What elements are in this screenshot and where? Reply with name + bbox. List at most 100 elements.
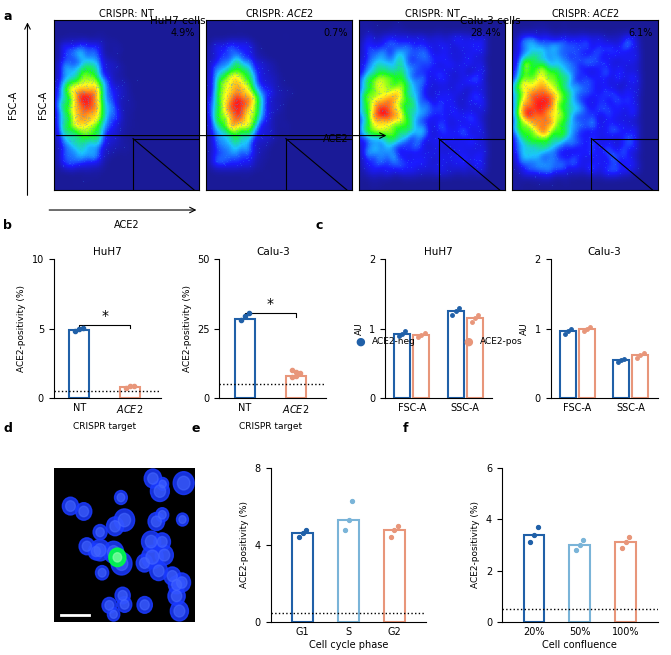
Point	[573, 88, 584, 98]
Point	[91, 128, 101, 139]
Point	[58, 130, 68, 140]
Point	[77, 114, 88, 124]
Point	[227, 112, 238, 122]
Point	[518, 150, 529, 160]
Point	[458, 88, 469, 98]
Point	[65, 113, 76, 123]
Point	[240, 98, 251, 109]
Point	[231, 98, 242, 109]
Point	[65, 109, 76, 119]
Point	[540, 120, 551, 130]
Point	[512, 84, 523, 94]
Point	[543, 69, 554, 79]
Point	[221, 118, 232, 128]
Point	[568, 62, 579, 72]
Point	[239, 84, 250, 94]
Point	[76, 90, 87, 101]
Point	[554, 120, 565, 130]
Point	[68, 73, 79, 84]
Point	[75, 87, 86, 98]
Point	[395, 60, 406, 71]
Point	[234, 134, 245, 144]
Point	[366, 73, 376, 84]
Point	[229, 90, 240, 100]
Point	[530, 25, 541, 35]
Point	[230, 150, 241, 160]
Point	[220, 81, 231, 92]
Point	[80, 126, 91, 137]
Point	[401, 79, 411, 90]
Point	[382, 143, 393, 153]
Point	[362, 76, 372, 86]
Point	[216, 74, 227, 84]
Point	[440, 54, 450, 64]
Point	[212, 90, 223, 101]
Point	[533, 103, 544, 114]
Point	[479, 33, 490, 44]
Point	[76, 109, 87, 120]
Point	[519, 86, 529, 97]
Point	[231, 88, 242, 99]
Point	[87, 75, 98, 85]
Point	[418, 138, 429, 149]
Point	[89, 134, 100, 145]
Point	[395, 133, 405, 143]
Point	[84, 107, 95, 118]
Point	[546, 166, 556, 177]
Point	[384, 100, 395, 111]
Point	[61, 69, 72, 80]
Point	[395, 83, 405, 94]
Point	[241, 148, 252, 159]
Point	[585, 51, 596, 62]
Point	[89, 71, 100, 81]
Point	[419, 119, 429, 129]
Point	[236, 120, 247, 130]
Point	[91, 61, 101, 71]
Point	[407, 104, 417, 115]
Point	[227, 74, 238, 84]
Point	[399, 87, 410, 98]
Point	[629, 109, 639, 120]
Point	[521, 100, 532, 110]
Point	[354, 133, 364, 143]
Point	[390, 35, 401, 45]
Point	[85, 75, 96, 86]
Point	[86, 155, 97, 166]
Point	[573, 105, 584, 115]
Point	[546, 118, 557, 128]
Point	[371, 120, 382, 130]
Point	[221, 141, 232, 151]
Point	[210, 79, 221, 89]
Point	[259, 109, 270, 119]
Point	[528, 85, 539, 96]
Point	[413, 42, 423, 52]
Point	[56, 77, 66, 87]
Point	[439, 136, 450, 146]
Point	[79, 147, 89, 157]
Point	[215, 72, 225, 83]
Point	[537, 96, 548, 107]
Point	[214, 91, 225, 102]
Point	[434, 72, 445, 83]
Point	[75, 39, 86, 50]
Point	[49, 76, 60, 86]
Point	[391, 92, 402, 103]
Point	[225, 107, 236, 118]
Point	[599, 58, 610, 68]
Point	[397, 85, 407, 96]
Point	[529, 48, 540, 59]
Point	[393, 74, 404, 84]
Title: CRISPR: NT: CRISPR: NT	[405, 9, 460, 19]
Point	[250, 105, 261, 115]
Point	[531, 75, 542, 85]
Point	[225, 122, 236, 132]
Point	[606, 82, 617, 92]
Point	[358, 86, 368, 97]
Point	[533, 67, 544, 77]
Bar	[286, 376, 306, 398]
Point	[404, 126, 415, 136]
Point	[562, 58, 572, 68]
Point	[230, 83, 241, 93]
Point	[226, 81, 237, 92]
Point	[113, 117, 123, 128]
